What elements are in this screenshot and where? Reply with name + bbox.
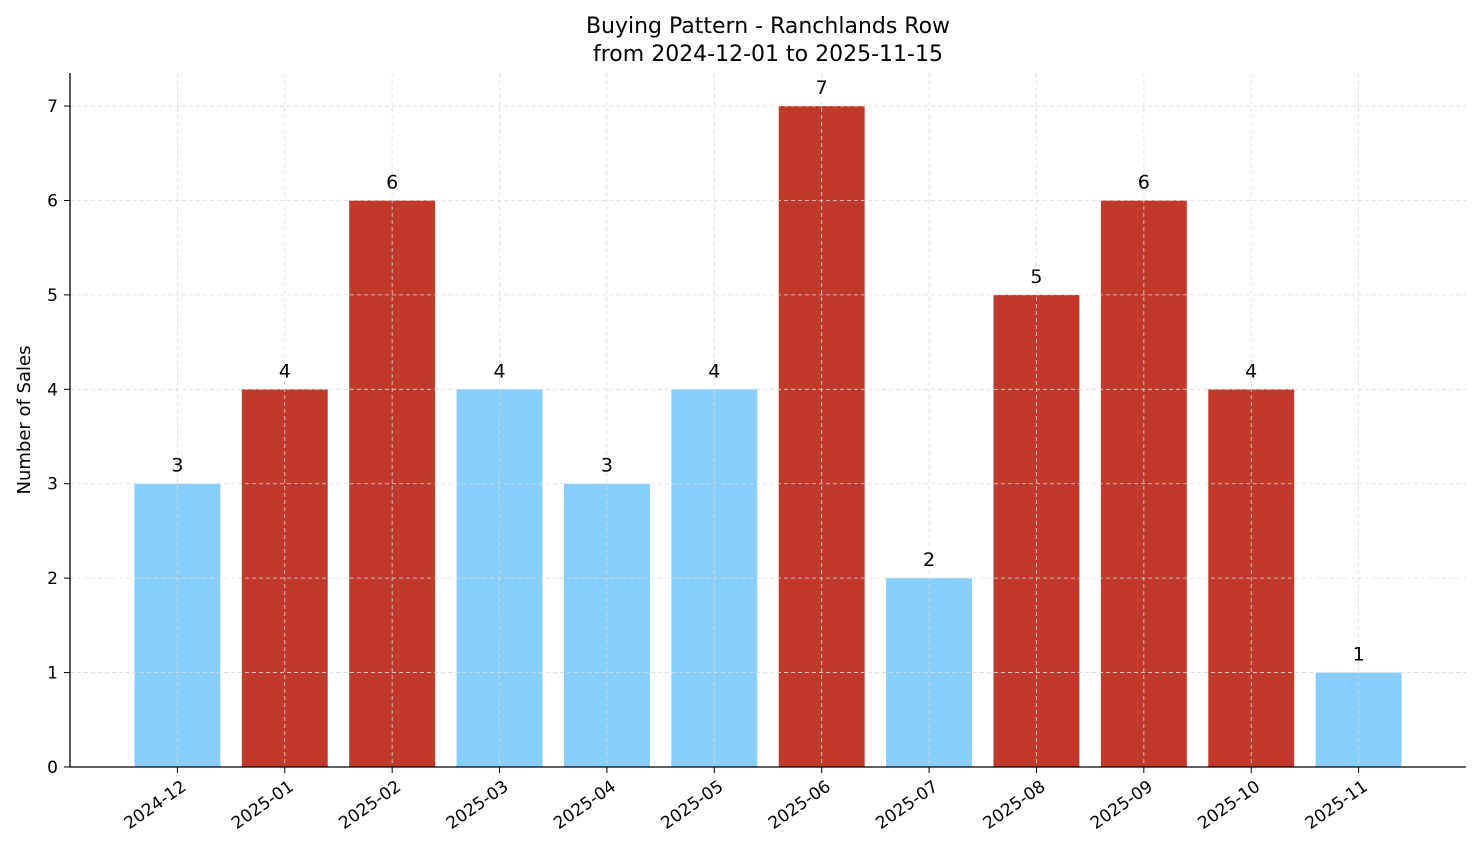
y-tick-label: 2: [47, 569, 58, 589]
x-tick-label: 2025-10: [1194, 777, 1264, 834]
data-label-2025-07: 2: [923, 549, 935, 571]
x-tick-label: 2025-05: [658, 777, 728, 834]
data-label-2025-11: 1: [1353, 644, 1365, 666]
chart-title: Buying Pattern - Ranchlands Row: [586, 14, 950, 39]
x-tick-label: 2024-12: [121, 777, 191, 834]
x-tick-label: 2025-11: [1302, 777, 1372, 834]
x-tick-label: 2025-03: [443, 777, 513, 834]
data-label-2025-01: 4: [279, 360, 291, 382]
y-tick-label: 5: [47, 286, 58, 306]
y-tick-label: 7: [47, 97, 58, 117]
data-label-2025-04: 3: [601, 455, 613, 477]
bar-2025-07: [886, 578, 973, 767]
data-label-2025-02: 6: [386, 171, 398, 193]
chart-subtitle: from 2024-12-01 to 2025-11-15: [593, 42, 943, 67]
data-label-2025-08: 5: [1030, 266, 1042, 288]
data-labels: 3 4 6 4 3 4 7 2 5 6 4 1: [171, 77, 1364, 666]
bars: [134, 106, 1402, 768]
x-tick-label: 2025-08: [980, 777, 1050, 834]
y-tick-label: 3: [47, 475, 58, 495]
y-tick-label: 4: [47, 380, 58, 400]
data-label-2024-12: 3: [171, 455, 183, 477]
y-tick-label: 1: [47, 664, 58, 684]
x-tick-label: 2025-02: [335, 777, 405, 834]
bar-2025-06: [778, 106, 865, 768]
x-tick-label: 2025-06: [765, 777, 835, 834]
y-axis-label: Number of Sales: [14, 345, 35, 494]
data-label-2025-05: 4: [708, 360, 720, 382]
y-tick-label: 0: [47, 758, 58, 778]
x-tick-label: 2025-01: [228, 777, 298, 834]
x-tick-label: 2025-07: [872, 777, 942, 834]
data-label-2025-09: 6: [1138, 171, 1150, 193]
x-tick-label: 2025-09: [1087, 777, 1157, 834]
y-tick-label: 6: [47, 191, 58, 211]
data-label-2025-03: 4: [493, 360, 505, 382]
data-label-2025-10: 4: [1245, 360, 1257, 382]
x-tick-label: 2025-04: [550, 777, 620, 834]
data-label-2025-06: 7: [816, 77, 828, 99]
